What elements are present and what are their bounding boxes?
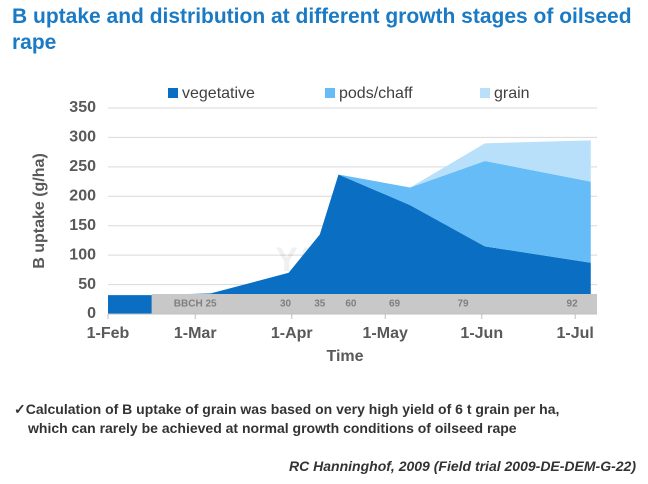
y-tick-label: 150 [69,217,96,234]
footnote: ✓Calculation of B uptake of grain was ba… [14,400,634,438]
x-axis-title: Time [326,348,363,365]
stage-label: 60 [345,299,357,310]
x-tick-label: 1-Feb [87,325,130,342]
y-tick-label: 100 [69,246,96,263]
legend-swatch [325,88,335,98]
y-tick-label: 300 [69,129,96,146]
stage-label: 69 [389,299,401,310]
stage-label: BBCH 25 [174,299,217,310]
footnote-line: ✓Calculation of B uptake of grain was ba… [14,400,634,419]
chart: 050100150200250300350YARABBCH 2530356069… [31,85,597,365]
area [108,160,591,296]
y-tick-label: 350 [69,99,96,116]
legend-label: vegetative [182,85,255,102]
check-mark: ✓ [14,401,26,417]
y-tick-label: 200 [69,188,96,205]
y-tick-label: 250 [69,158,96,175]
y-tick-label: 50 [78,276,96,293]
stage-label: 30 [280,299,292,310]
y-axis-title: B uptake (g/ha) [31,153,48,269]
chart-title: B uptake and distribution at different g… [12,5,632,54]
stage-label: 92 [567,299,579,310]
stage-label: 35 [314,299,326,310]
area [108,174,591,314]
stage-band [151,294,597,314]
x-tick-label: 1-May [363,325,408,342]
x-tick-label: 1-Apr [271,325,313,342]
x-tick-label: 1-Jun [460,325,503,342]
area [108,140,591,296]
footnote-line: which can rarely be achieved at normal g… [28,420,517,436]
legend-label: grain [494,85,530,102]
legend-swatch [480,88,490,98]
legend-swatch [168,88,178,98]
legend-label: pods/chaff [339,85,413,102]
footnote-text: Calculation of B uptake of grain was bas… [25,401,560,417]
x-tick-label: 1-Jul [557,325,594,342]
citation: RC Hanninghof, 2009 (Field trial 2009-DE… [289,458,636,474]
y-tick-label: 0 [87,305,96,322]
x-tick-label: 1-Mar [174,325,217,342]
stage-label: 79 [458,299,470,310]
